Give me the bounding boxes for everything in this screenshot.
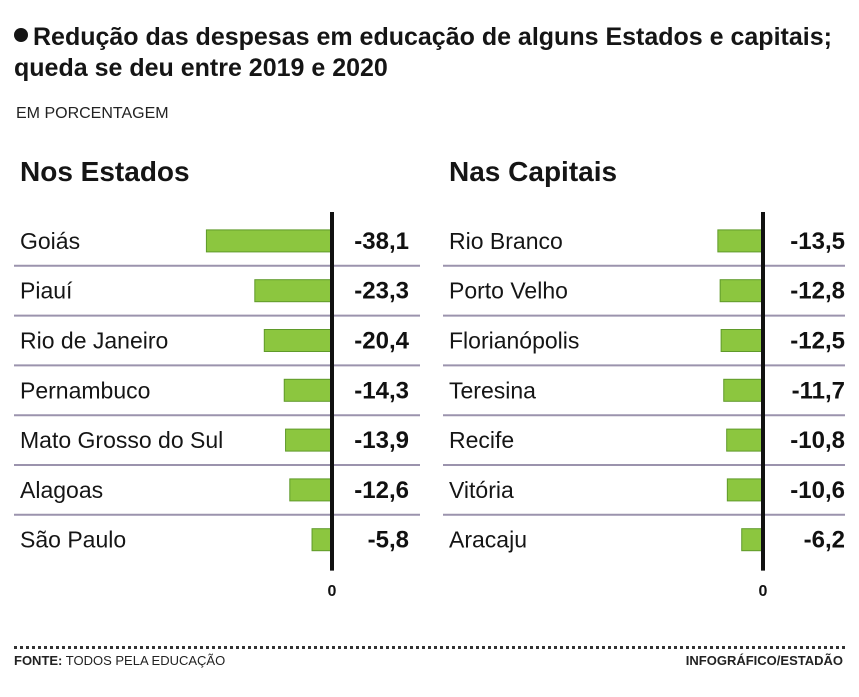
value-label: -13,9: [354, 427, 409, 454]
value-label: -12,8: [790, 278, 845, 305]
bar: [205, 229, 332, 253]
bar: [717, 229, 763, 253]
bar: [720, 329, 763, 352]
footer-divider: [14, 646, 845, 649]
zero-tick-label: 0: [328, 583, 337, 600]
value-label: -14,3: [354, 377, 409, 404]
bar: [723, 378, 763, 402]
bar: [289, 478, 332, 502]
category-label: Teresina: [449, 377, 536, 403]
zero-tick-label: 0: [759, 583, 768, 600]
source-label: FONTE:: [14, 653, 63, 668]
bar-charts: Goiás -38,1 Piauí -23,3 Rio de Janeiro -20,4 P…: [14, 212, 845, 600]
chart-subtitle: EM PORCENTAGEM: [16, 105, 169, 122]
bar: [726, 428, 763, 452]
bar: [726, 478, 763, 502]
panel-title-capitais: Nas Capitais: [449, 156, 618, 187]
chart-title-text: Redução das despesas em educação de algu…: [14, 23, 832, 82]
category-label: São Paulo: [20, 527, 126, 553]
category-label: Pernambuco: [20, 377, 150, 403]
bar: [719, 279, 763, 303]
category-label: Rio de Janeiro: [20, 328, 168, 354]
value-label: -13,5: [790, 228, 845, 255]
category-label: Alagoas: [20, 477, 103, 503]
category-label: Piauí: [20, 278, 73, 304]
value-label: -5,8: [368, 527, 409, 554]
bar: [285, 428, 332, 452]
bar: [263, 329, 332, 352]
value-label: -10,8: [790, 427, 845, 454]
value-label: -12,6: [354, 477, 409, 504]
credit-note: INFOGRÁFICO/ESTADÃO: [685, 653, 843, 668]
category-label: Vitória: [449, 477, 514, 503]
value-label: -38,1: [354, 228, 409, 255]
bar: [254, 279, 332, 303]
bar: [311, 528, 332, 552]
bar: [283, 378, 332, 402]
panel-title-estados: Nos Estados: [20, 156, 190, 187]
value-label: -11,7: [792, 377, 845, 404]
category-label: Florianópolis: [449, 328, 579, 354]
value-label: -12,5: [790, 328, 845, 355]
bullet-icon: [14, 28, 28, 42]
category-label: Aracaju: [449, 527, 527, 553]
category-label: Recife: [449, 427, 514, 453]
source-note: FONTE: TODOS PELA EDUCAÇÃO: [14, 653, 225, 668]
value-label: -20,4: [354, 328, 409, 355]
value-label: -6,2: [804, 527, 845, 554]
source-text: TODOS PELA EDUCAÇÃO: [65, 653, 226, 668]
bar: [741, 528, 763, 552]
value-label: -10,6: [790, 477, 845, 504]
chart-title: Redução das despesas em educação de algu…: [14, 22, 834, 84]
category-label: Mato Grosso do Sul: [20, 427, 223, 453]
category-label: Rio Branco: [449, 228, 563, 254]
category-label: Porto Velho: [449, 278, 568, 304]
category-label: Goiás: [20, 228, 80, 254]
value-label: -23,3: [354, 278, 409, 305]
